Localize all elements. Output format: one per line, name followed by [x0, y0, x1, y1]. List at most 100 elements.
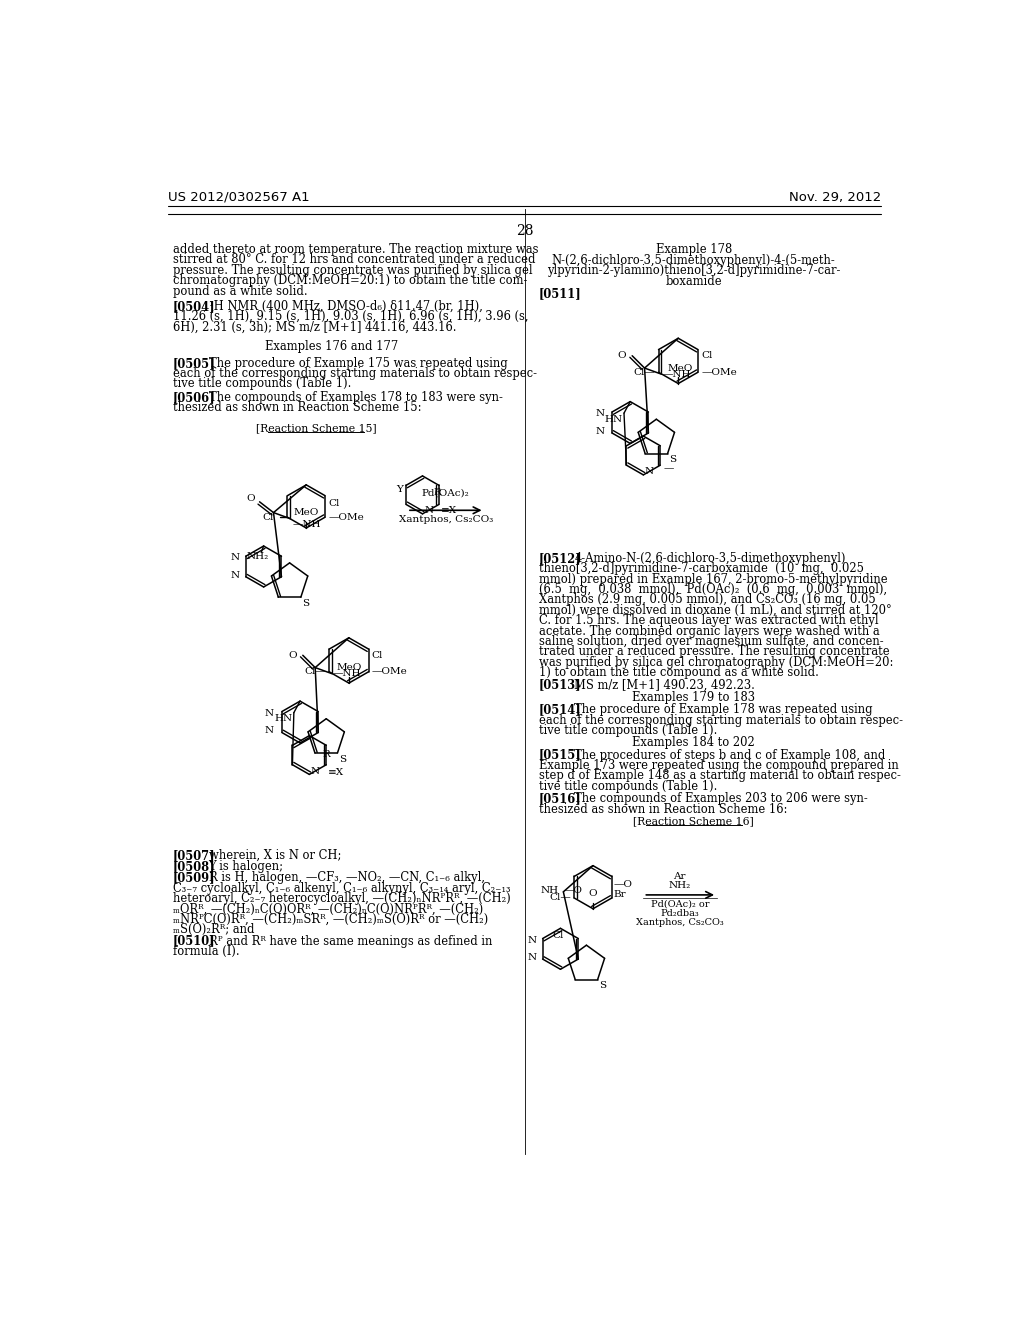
Text: N: N	[311, 767, 321, 776]
Text: The procedure of Example 178 was repeated using: The procedure of Example 178 was repeate…	[574, 704, 873, 717]
Text: Cl—: Cl—	[304, 667, 326, 676]
Text: each of the corresponding starting materials to obtain respec-: each of the corresponding starting mater…	[539, 714, 903, 726]
Text: tive title compounds (Table 1).: tive title compounds (Table 1).	[173, 378, 351, 391]
Text: Y: Y	[396, 484, 402, 494]
Text: wherein, X is N or CH;: wherein, X is N or CH;	[209, 849, 341, 862]
Text: ≡X: ≡X	[440, 506, 457, 515]
Text: —OMe: —OMe	[701, 368, 737, 376]
Text: Ar: Ar	[674, 871, 686, 880]
Text: MeO: MeO	[336, 663, 361, 672]
Text: NH₂: NH₂	[669, 880, 691, 890]
Text: —OMe: —OMe	[372, 667, 408, 676]
Text: Example 178: Example 178	[655, 243, 732, 256]
Text: The procedure of Example 175 was repeated using: The procedure of Example 175 was repeate…	[209, 356, 507, 370]
Text: [0515]: [0515]	[539, 748, 582, 762]
Text: was purified by silica gel chromatography (DCM:MeOH=20:: was purified by silica gel chromatograph…	[539, 656, 893, 669]
Text: ₘS(O)₂Rᴿ; and: ₘS(O)₂Rᴿ; and	[173, 924, 254, 936]
Text: 11.26 (s, 1H), 9.15 (s, 1H), 9.03 (s, 1H), 6.96 (s, 1H), 3.96 (s,: 11.26 (s, 1H), 9.15 (s, 1H), 9.03 (s, 1H…	[173, 310, 528, 323]
Text: [0512]: [0512]	[539, 552, 582, 565]
Text: Xantphos, Cs₂CO₃: Xantphos, Cs₂CO₃	[398, 515, 493, 524]
Text: O: O	[589, 888, 597, 898]
Text: Xantphos (2.9 mg, 0.005 mmol), and Cs₂CO₃ (16 mg, 0.05: Xantphos (2.9 mg, 0.005 mmol), and Cs₂CO…	[539, 594, 876, 606]
Text: tive title compounds (Table 1).: tive title compounds (Table 1).	[539, 723, 717, 737]
Text: ₘORᴿ, —(CH₂)ₙC(O)ORᴿ, —(CH₂)ₙC(O)NRᴾRᴿ, —(CH₂): ₘORᴿ, —(CH₂)ₙC(O)ORᴿ, —(CH₂)ₙC(O)NRᴾRᴿ, …	[173, 903, 483, 916]
Text: HN: HN	[604, 414, 623, 424]
Text: mmol) were dissolved in dioxane (1 mL), and stirred at 120°: mmol) were dissolved in dioxane (1 mL), …	[539, 603, 892, 616]
Text: —NH: —NH	[663, 370, 691, 379]
Text: —NH: —NH	[333, 669, 361, 678]
Text: —NH: —NH	[292, 520, 321, 529]
Text: pound as a white solid.: pound as a white solid.	[173, 285, 307, 298]
Text: —: —	[664, 463, 674, 473]
Text: US 2012/0302567 A1: US 2012/0302567 A1	[168, 190, 310, 203]
Text: N: N	[265, 709, 274, 718]
Text: Cl: Cl	[372, 651, 383, 660]
Text: boxamide: boxamide	[666, 275, 722, 288]
Text: 28: 28	[516, 224, 534, 238]
Text: Pd₂dba₃: Pd₂dba₃	[660, 908, 699, 917]
Text: acetate. The combined organic layers were washed with a: acetate. The combined organic layers wer…	[539, 624, 880, 638]
Text: Examples 184 to 202: Examples 184 to 202	[633, 737, 755, 750]
Text: The procedures of steps b and c of Example 108, and: The procedures of steps b and c of Examp…	[574, 748, 886, 762]
Text: ylpyridin-2-ylamino)thieno[3,2-d]pyrimidine-7-car-: ylpyridin-2-ylamino)thieno[3,2-d]pyrimid…	[547, 264, 841, 277]
Text: Examples 176 and 177: Examples 176 and 177	[265, 341, 398, 354]
Text: [0507]: [0507]	[173, 849, 216, 862]
Text: Pd(OAc)₂ or: Pd(OAc)₂ or	[650, 899, 709, 908]
Text: ≡X: ≡X	[328, 768, 344, 776]
Text: added thereto at room temperature. The reaction mixture was: added thereto at room temperature. The r…	[173, 243, 539, 256]
Text: Examples 179 to 183: Examples 179 to 183	[632, 690, 756, 704]
Text: S: S	[339, 755, 346, 763]
Text: N: N	[230, 553, 240, 562]
Text: Cl—: Cl—	[634, 368, 655, 376]
Text: S: S	[669, 455, 676, 465]
Text: (6.5  mg,  0.038  mmol),  Pd(OAc)₂  (0.6  mg,  0.003  mmol),: (6.5 mg, 0.038 mmol), Pd(OAc)₂ (0.6 mg, …	[539, 583, 887, 597]
Text: tive title compounds (Table 1).: tive title compounds (Table 1).	[539, 780, 717, 793]
Text: [0514]: [0514]	[539, 704, 582, 717]
Text: Y is halogen;: Y is halogen;	[209, 861, 284, 874]
Text: ¹H NMR (400 MHz, DMSO-d₆) δ11.47 (br, 1H),: ¹H NMR (400 MHz, DMSO-d₆) δ11.47 (br, 1H…	[209, 300, 482, 313]
Text: thieno[3,2-d]pyrimidine-7-carboxamide  (10  mg,  0.025: thieno[3,2-d]pyrimidine-7-carboxamide (1…	[539, 562, 864, 576]
Text: trated under a reduced pressure. The resulting concentrate: trated under a reduced pressure. The res…	[539, 645, 890, 659]
Text: Pd(OAc)₂: Pd(OAc)₂	[422, 488, 470, 498]
Text: stirred at 80° C. for 12 hrs and concentrated under a reduced: stirred at 80° C. for 12 hrs and concent…	[173, 253, 536, 267]
Text: N: N	[595, 426, 604, 436]
Text: R is H, halogen, —CF₃, —NO₂, —CN, C₁₋₆ alkyl,: R is H, halogen, —CF₃, —NO₂, —CN, C₁₋₆ a…	[209, 871, 484, 884]
Text: —O: —O	[563, 886, 583, 895]
Text: thesized as shown in Reaction Scheme 15:: thesized as shown in Reaction Scheme 15:	[173, 401, 422, 414]
Text: [0506]: [0506]	[173, 391, 216, 404]
Text: Cl: Cl	[328, 499, 340, 508]
Text: HN: HN	[274, 714, 292, 723]
Text: —OMe: —OMe	[328, 512, 364, 521]
Text: S: S	[302, 599, 309, 607]
Text: [0509]: [0509]	[173, 871, 216, 884]
Text: The compounds of Examples 178 to 183 were syn-: The compounds of Examples 178 to 183 wer…	[209, 391, 503, 404]
Text: O: O	[247, 494, 255, 503]
Text: Br: Br	[613, 891, 626, 899]
Text: [Reaction Scheme 15]: [Reaction Scheme 15]	[256, 424, 377, 433]
Text: N-(2,6-dichloro-3,5-dimethoxyphenyl)-4-(5-meth-: N-(2,6-dichloro-3,5-dimethoxyphenyl)-4-(…	[552, 253, 836, 267]
Text: Rᴾ and Rᴿ have the same meanings as defined in: Rᴾ and Rᴿ have the same meanings as defi…	[209, 935, 492, 948]
Text: O: O	[288, 651, 297, 660]
Text: N: N	[645, 467, 654, 477]
Text: each of the corresponding starting materials to obtain respec-: each of the corresponding starting mater…	[173, 367, 537, 380]
Text: mmol) prepared in Example 167, 2-bromo-5-methylpyridine: mmol) prepared in Example 167, 2-bromo-5…	[539, 573, 888, 586]
Text: 6H), 2.31 (s, 3h); MS m/z [M+1] 441.16, 443.16.: 6H), 2.31 (s, 3h); MS m/z [M+1] 441.16, …	[173, 321, 457, 334]
Text: Cl: Cl	[262, 512, 273, 521]
Text: Nov. 29, 2012: Nov. 29, 2012	[790, 190, 882, 203]
Text: [0513]: [0513]	[539, 678, 582, 692]
Text: N: N	[265, 726, 274, 735]
Text: pressure. The resulting concentrate was purified by silica gel: pressure. The resulting concentrate was …	[173, 264, 532, 277]
Text: [0510]: [0510]	[173, 935, 216, 948]
Text: step d of Example 148 as a starting material to obtain respec-: step d of Example 148 as a starting mate…	[539, 770, 901, 783]
Text: Cl—: Cl—	[549, 894, 571, 903]
Text: heteroaryl, C₂₋₇ heterocycloalkyl, —(CH₂)ₙNRᴾRᴿ, —(CH₂): heteroaryl, C₂₋₇ heterocycloalkyl, —(CH₂…	[173, 892, 511, 906]
Text: The compounds of Examples 203 to 206 were syn-: The compounds of Examples 203 to 206 wer…	[574, 792, 868, 805]
Text: MS m/z [M+1] 490.23, 492.23.: MS m/z [M+1] 490.23, 492.23.	[574, 678, 756, 692]
Text: O: O	[617, 351, 626, 360]
Text: [0504]: [0504]	[173, 300, 216, 313]
Text: ₘNRᴾC(O)Rᴿ, —(CH₂)ₘSRᴿ, —(CH₂)ₘS(O)Rᴿ or —(CH₂): ₘNRᴾC(O)Rᴿ, —(CH₂)ₘSRᴿ, —(CH₂)ₘS(O)Rᴿ or…	[173, 913, 488, 927]
Text: Example 173 were repeated using the compound prepared in: Example 173 were repeated using the comp…	[539, 759, 898, 772]
Text: N: N	[425, 507, 434, 515]
Text: MeO: MeO	[667, 364, 692, 372]
Text: —O: —O	[613, 879, 633, 888]
